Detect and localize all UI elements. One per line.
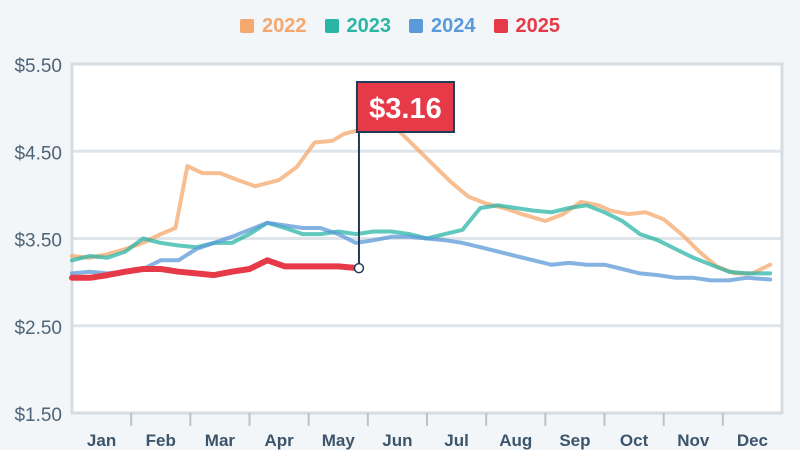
x-tick-label: Jul [444, 431, 469, 450]
annotation-label: $3.16 [369, 93, 442, 125]
legend-swatch [409, 19, 423, 33]
x-tick-label: Nov [677, 431, 710, 450]
legend-label: 2023 [346, 14, 392, 37]
annotation-point [353, 262, 365, 274]
y-tick-label: $3.50 [14, 231, 62, 252]
y-tick-label: $5.50 [14, 56, 62, 77]
legend-item-2023: 2023 [324, 14, 392, 38]
x-tick-label: Jan [87, 431, 116, 450]
legend: 2022 2023 2024 2025 [0, 12, 800, 40]
x-tick-label: Aug [499, 431, 532, 450]
legend-swatch [324, 19, 339, 33]
y-tick-label: $4.50 [14, 143, 62, 164]
x-tick-label: Jun [382, 431, 412, 450]
legend-label: 2025 [515, 14, 561, 37]
legend-label: 2024 [431, 14, 476, 37]
y-tick-label: $1.50 [14, 405, 62, 426]
series-line-2022 [70, 123, 773, 276]
x-tick-label: Oct [620, 431, 649, 450]
series-line-2024 [70, 220, 773, 283]
legend-swatch [493, 19, 508, 33]
legend-label: 2022 [262, 14, 307, 37]
legend-swatch [240, 19, 254, 33]
annotation-box [355, 81, 455, 133]
x-tick-label: May [322, 431, 356, 450]
x-tick-label: Feb [146, 431, 176, 450]
x-tick-label: Mar [205, 431, 236, 450]
legend-item-2025: 2025 [493, 14, 561, 38]
series-line-2025 [69, 257, 362, 281]
y-tick-label: $2.50 [14, 318, 62, 339]
legend-item-2024: 2024 [409, 15, 476, 38]
x-tick-label: Dec [737, 431, 768, 450]
x-tick-label: Apr [264, 431, 294, 450]
x-tick-label: Sep [559, 431, 590, 450]
legend-item-2022: 2022 [240, 15, 307, 38]
